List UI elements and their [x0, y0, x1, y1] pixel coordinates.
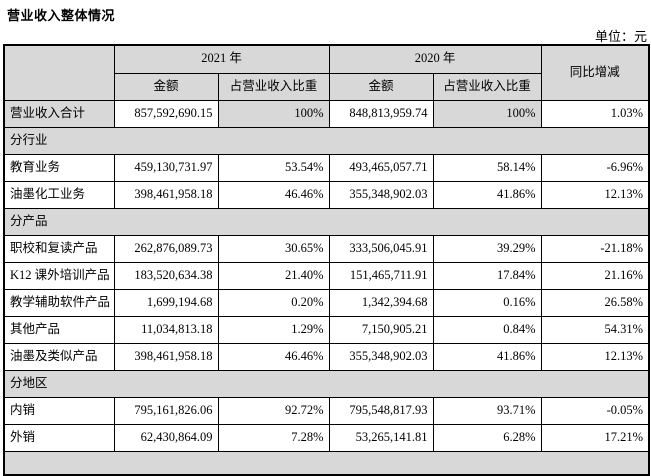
amount-2021-header: 金额 — [113, 72, 219, 101]
table-row: 外销 62,430,864.09 7.28% 53,265,141.81 6.2… — [3, 423, 650, 452]
row-label-cell: 内销 — [3, 396, 115, 425]
table-row: 油墨及类似产品 398,461,958.18 46.46% 355,348,90… — [3, 342, 650, 371]
amount-2021-cell: 398,461,958.18 — [113, 180, 219, 209]
share-2020-cell: 41.86% — [432, 180, 542, 209]
amount-2021-cell: 857,592,690.15 — [113, 99, 219, 128]
table-row: 职校和复读产品 262,876,089.73 30.65% 333,506,04… — [3, 234, 650, 263]
yoy-cell: 54.31% — [540, 315, 650, 344]
amount-2020-cell: 355,348,902.03 — [328, 342, 434, 371]
amount-2020-cell: 848,813,959.74 — [328, 99, 434, 128]
share-2020-cell: 0.84% — [432, 315, 542, 344]
table-row-total: 营业收入合计 857,592,690.15 100% 848,813,959.7… — [3, 99, 650, 128]
row-label-cell: K12 课外培训产品 — [3, 261, 115, 290]
amount-2020-cell: 151,465,711.91 — [328, 261, 434, 290]
yoy-header: 同比增减 — [540, 44, 650, 101]
table-row: 教学辅助软件产品 1,699,194.68 0.20% 1,342,394.68… — [3, 288, 650, 317]
yoy-cell: 12.13% — [540, 180, 650, 209]
row-label-cell: 油墨化工业务 — [3, 180, 115, 209]
table-row: 教育业务 459,130,731.97 53.54% 493,465,057.7… — [3, 153, 650, 182]
yoy-cell: 1.03% — [540, 99, 650, 128]
amount-2020-cell: 7,150,905.21 — [328, 315, 434, 344]
row-label-cell: 职校和复读产品 — [3, 234, 115, 263]
row-label-cell: 油墨及类似产品 — [3, 342, 115, 371]
year-2021-header: 2021 年 — [113, 44, 330, 74]
share-2021-cell: 46.46% — [217, 342, 330, 371]
share-2021-cell: 21.40% — [217, 261, 330, 290]
amount-2020-cell: 795,548,817.93 — [328, 396, 434, 425]
corner-cell — [3, 44, 115, 101]
share-2020-header: 占营业收入比重 — [432, 72, 542, 101]
amount-2021-cell: 398,461,958.18 — [113, 342, 219, 371]
yoy-cell: 26.58% — [540, 288, 650, 317]
amount-2021-cell: 183,520,634.38 — [113, 261, 219, 290]
revenue-table: 2021 年 2020 年 同比增减 金额 占营业收入比重 金额 占营业收入比重… — [3, 44, 651, 476]
section-row-region: 分地区 — [3, 369, 650, 398]
amount-2021-cell: 795,161,826.06 — [113, 396, 219, 425]
amount-2020-header: 金额 — [328, 72, 434, 101]
share-2021-cell: 1.29% — [217, 315, 330, 344]
amount-2020-cell: 493,465,057.71 — [328, 153, 434, 182]
yoy-cell: -21.18% — [540, 234, 650, 263]
share-2021-cell: 0.20% — [217, 288, 330, 317]
yoy-cell: 12.13% — [540, 342, 650, 371]
table-row: 油墨化工业务 398,461,958.18 46.46% 355,348,902… — [3, 180, 650, 209]
section-label-cell: 分产品 — [3, 207, 650, 236]
row-label-cell: 教学辅助软件产品 — [3, 288, 115, 317]
table-header-row: 2021 年 2020 年 同比增减 — [3, 44, 650, 101]
share-2020-cell: 0.16% — [432, 288, 542, 317]
amount-2020-cell: 333,506,045.91 — [328, 234, 434, 263]
share-2021-cell: 46.46% — [217, 180, 330, 209]
amount-2020-cell: 53,265,141.81 — [328, 423, 434, 452]
share-2021-cell: 7.28% — [217, 423, 330, 452]
table-row: 内销 795,161,826.06 92.72% 795,548,817.93 … — [3, 396, 650, 425]
share-2021-cell: 92.72% — [217, 396, 330, 425]
amount-2021-cell: 1,699,194.68 — [113, 288, 219, 317]
amount-2021-cell: 11,034,813.18 — [113, 315, 219, 344]
amount-2021-cell: 262,876,089.73 — [113, 234, 219, 263]
amount-2021-cell: 459,130,731.97 — [113, 153, 219, 182]
section-label-cell: 分地区 — [3, 369, 650, 398]
page-title: 营业收入整体情况 — [7, 8, 116, 23]
share-2021-header: 占营业收入比重 — [217, 72, 330, 101]
table-row: K12 课外培训产品 183,520,634.38 21.40% 151,465… — [3, 261, 650, 290]
section-row-clipped — [3, 450, 650, 476]
section-row-industry: 分行业 — [3, 126, 650, 155]
year-2020-header: 2020 年 — [328, 44, 542, 74]
share-2021-cell: 30.65% — [217, 234, 330, 263]
share-2020-cell: 100% — [432, 99, 542, 128]
table-subheader-row: 金额 占营业收入比重 金额 占营业收入比重 — [4, 72, 649, 101]
unit-label: 单位：元 — [594, 29, 647, 44]
amount-2021-cell: 62,430,864.09 — [113, 423, 219, 452]
share-2020-cell: 39.29% — [432, 234, 542, 263]
yoy-cell: -0.05% — [540, 396, 650, 425]
yoy-cell: 21.16% — [540, 261, 650, 290]
share-2021-cell: 53.54% — [217, 153, 330, 182]
yoy-cell: 17.21% — [540, 423, 650, 452]
section-label-cell — [3, 450, 650, 476]
row-label-cell: 其他产品 — [3, 315, 115, 344]
section-row-product: 分产品 — [3, 207, 650, 236]
yoy-cell: -6.96% — [540, 153, 650, 182]
row-label-cell: 教育业务 — [3, 153, 115, 182]
share-2020-cell: 58.14% — [432, 153, 542, 182]
table-row: 其他产品 11,034,813.18 1.29% 7,150,905.21 0.… — [3, 315, 650, 344]
row-label-cell: 营业收入合计 — [3, 99, 115, 128]
amount-2020-cell: 1,342,394.68 — [328, 288, 434, 317]
share-2020-cell: 93.71% — [432, 396, 542, 425]
share-2020-cell: 41.86% — [432, 342, 542, 371]
share-2020-cell: 6.28% — [432, 423, 542, 452]
row-label-cell: 外销 — [3, 423, 115, 452]
share-2020-cell: 17.84% — [432, 261, 542, 290]
share-2021-cell: 100% — [217, 99, 330, 128]
section-label-cell: 分行业 — [3, 126, 650, 155]
amount-2020-cell: 355,348,902.03 — [328, 180, 434, 209]
